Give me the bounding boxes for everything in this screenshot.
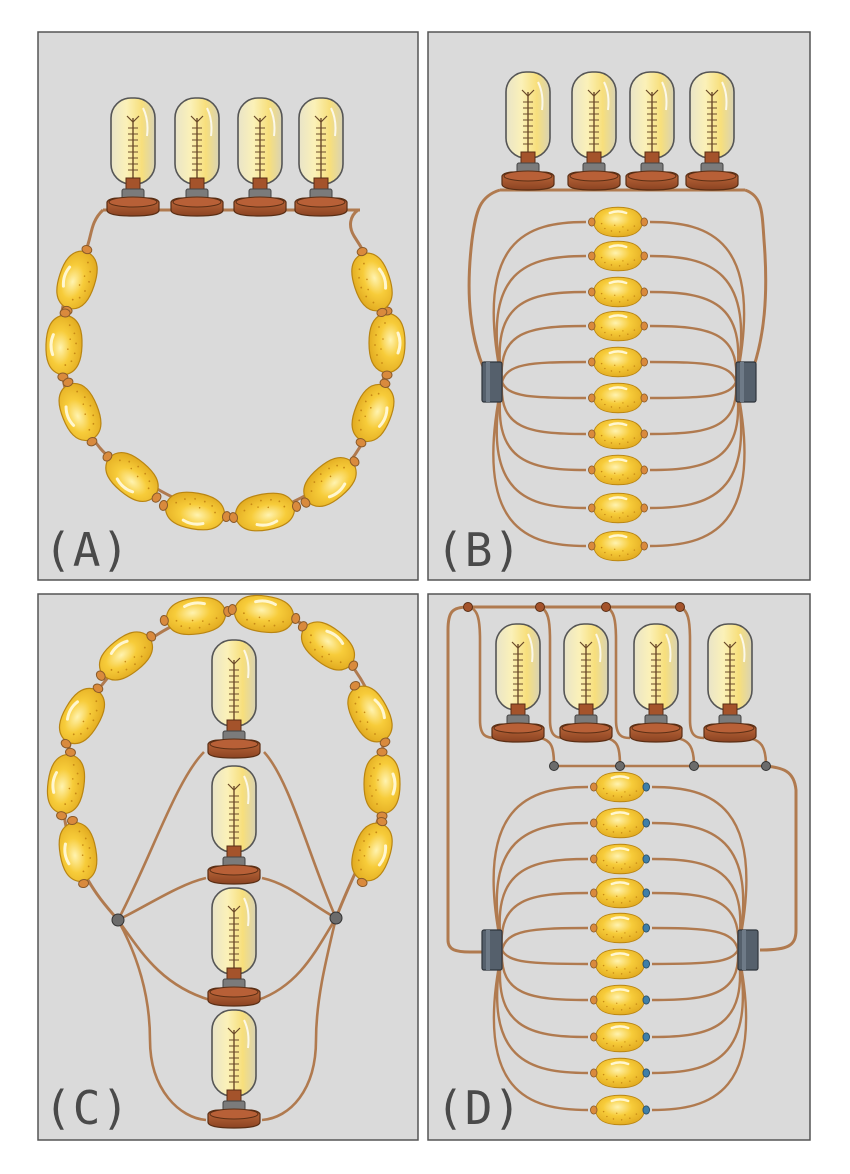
wire [492,785,748,951]
wire [500,360,738,383]
panel-label-a: (A) [44,523,130,577]
light-bulb [207,887,261,1007]
light-bulb [207,765,261,885]
light-bulb [567,71,621,191]
wire [495,381,743,510]
panel-a: (A) [37,31,419,581]
wire [498,381,740,472]
wire [495,254,743,383]
panel-label-c: (C) [44,1081,130,1135]
panel-label-b: (B) [436,523,522,577]
wire-node [111,913,125,927]
light-bulb [207,639,261,759]
light-bulb [703,623,757,743]
light-bulb [629,623,683,743]
wire [500,926,740,951]
wire-node [329,911,343,925]
light-bulb [170,97,224,217]
light-bulb [106,97,160,217]
panel-label-d: (D) [436,1081,522,1135]
light-bulb [491,623,545,743]
junction-block [481,361,503,403]
light-bulb [559,623,613,743]
wire [500,381,738,400]
wire-nodes [463,602,771,771]
wire [492,381,746,548]
wire [492,220,746,383]
wire [496,949,744,1075]
junction-block [737,929,759,971]
light-bulb [685,71,739,191]
wire [498,949,742,1039]
light-bulb [501,71,555,191]
light-bulb [207,1009,261,1129]
junction-block [481,929,503,971]
wire [492,949,748,1112]
wire [498,857,742,951]
light-bulb [625,71,679,191]
panel-b: (B) [427,31,811,581]
light-bulb [233,97,287,217]
wire [495,821,745,951]
wire [498,290,740,383]
panel-d: (D) [427,593,811,1141]
panel-c: (C) [37,589,419,1141]
junction-block [735,361,757,403]
wire [500,949,740,966]
light-bulb [294,97,348,217]
